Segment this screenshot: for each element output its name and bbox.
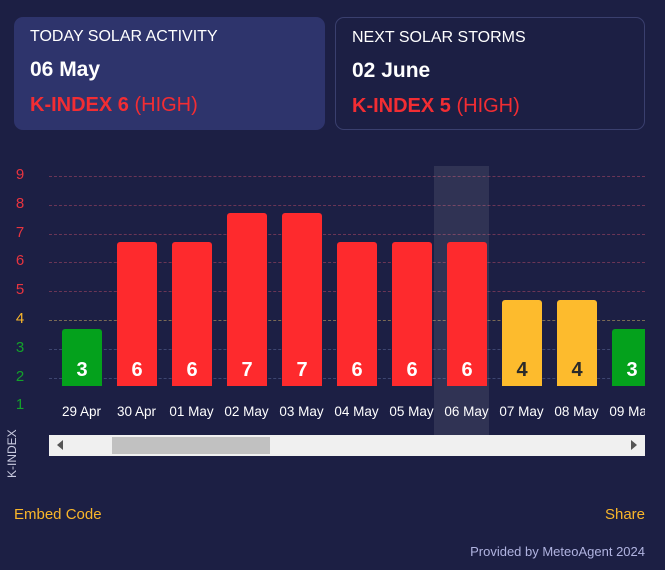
x-tick-label: 01 May xyxy=(169,404,214,419)
y-tick-label: 9 xyxy=(15,166,25,183)
chart-scrollbar[interactable] xyxy=(49,435,645,456)
card-title: TODAY SOLAR ACTIVITY xyxy=(30,28,218,45)
kindex-level: (HIGH) xyxy=(134,94,198,116)
bar-value-label: 6 xyxy=(461,359,473,381)
x-tick-label: 07 May xyxy=(499,404,544,419)
y-tick-label: 4 xyxy=(15,310,25,327)
y-tick-label: 1 xyxy=(15,396,25,414)
scroll-right-icon[interactable] xyxy=(631,440,637,450)
bar-value-label: 6 xyxy=(351,359,363,381)
y-axis-title: K-INDEX xyxy=(5,429,19,478)
x-tick-label: 03 May xyxy=(279,404,324,419)
scrollbar-thumb[interactable] xyxy=(112,437,270,454)
bar[interactable] xyxy=(392,242,432,386)
gridline xyxy=(49,176,645,177)
y-tick-label: 2 xyxy=(15,367,25,385)
credit-text: Provided by MeteoAgent 2024 xyxy=(470,544,645,559)
x-tick-label: 29 Apr xyxy=(61,404,102,419)
bar[interactable] xyxy=(62,329,102,386)
y-tick-label: 6 xyxy=(15,252,25,270)
bar-value-label: 7 xyxy=(296,359,308,381)
share-link[interactable]: Share xyxy=(604,506,645,523)
embed-code-link[interactable]: Embed Code xyxy=(14,506,102,523)
bar[interactable] xyxy=(447,242,487,386)
y-tick-label: 3 xyxy=(15,338,25,356)
bar-value-label: 6 xyxy=(131,359,143,381)
card-date: 06 May xyxy=(30,58,101,81)
bar-value-label: 6 xyxy=(186,359,198,381)
bar[interactable] xyxy=(172,242,212,386)
today-activity-card: TODAY SOLAR ACTIVITY 06 May K-INDEX 6 (H… xyxy=(14,17,325,130)
gridline xyxy=(49,233,645,235)
card-date: 02 June xyxy=(352,59,431,82)
y-tick-label: 5 xyxy=(15,281,25,299)
card-kindex: K-INDEX 5 (HIGH) xyxy=(352,95,628,118)
bar-value-label: 3 xyxy=(626,359,638,381)
x-tick-label: 02 May xyxy=(224,404,269,419)
bar-value-label: 4 xyxy=(516,359,528,381)
bar[interactable] xyxy=(117,242,157,386)
x-tick-label: 06 May xyxy=(444,404,489,419)
next-storms-card: NEXT SOLAR STORMS 02 June K-INDEX 5 (HIG… xyxy=(335,17,645,130)
y-tick-label: 8 xyxy=(15,194,25,212)
x-tick-label: 08 May xyxy=(554,404,599,419)
chart-plot-area: 3 29 Apr 6 30 Apr 6 01 May 7 02 May 7 03 May 6 04 M… xyxy=(49,160,645,435)
card-kindex: K-INDEX 6 (HIGH) xyxy=(30,94,309,117)
card-title: NEXT SOLAR STORMS xyxy=(352,29,526,46)
bar-value-label: 3 xyxy=(76,359,88,381)
bar[interactable] xyxy=(337,242,377,386)
bar[interactable] xyxy=(502,300,542,386)
scroll-left-icon[interactable] xyxy=(57,440,63,450)
bar[interactable] xyxy=(282,213,322,386)
bar[interactable] xyxy=(557,300,597,386)
bar-value-label: 4 xyxy=(571,359,583,381)
gridline xyxy=(49,204,645,206)
y-tick-label: 7 xyxy=(15,223,25,241)
bar-value-label: 6 xyxy=(406,359,418,381)
x-tick-label: 30 Apr xyxy=(116,404,157,419)
kindex-level: (HIGH) xyxy=(456,95,520,117)
bar[interactable] xyxy=(612,329,645,386)
x-tick-label: 04 May xyxy=(334,404,379,419)
bar[interactable] xyxy=(227,213,267,386)
x-tick-label: 05 May xyxy=(389,404,434,419)
x-tick-label: 09 May xyxy=(609,404,645,419)
bar-value-label: 7 xyxy=(241,359,253,381)
kindex-value: K-INDEX 5 xyxy=(352,95,451,117)
kindex-value: K-INDEX 6 xyxy=(30,94,129,116)
